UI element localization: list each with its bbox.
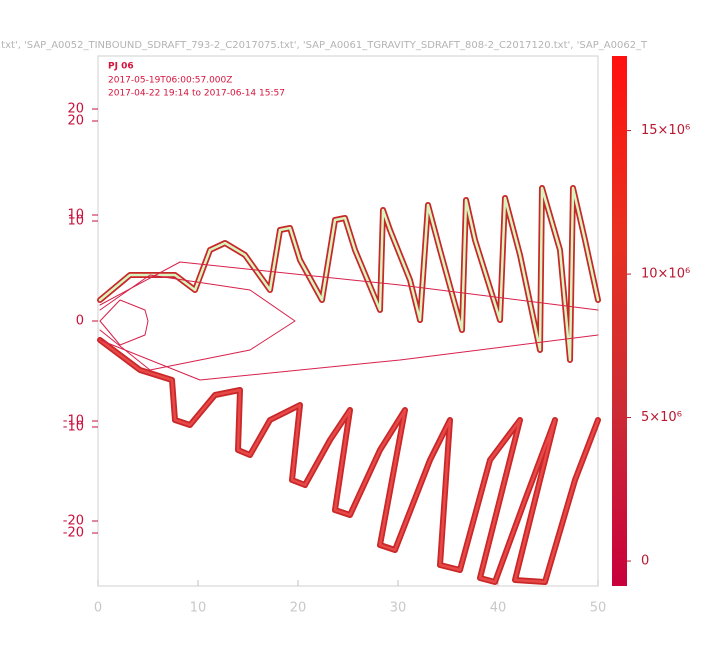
x-tick-label: 0 <box>94 601 102 616</box>
colorbar-tick-label: 5×10⁶ <box>641 410 682 425</box>
x-tick-label: 30 <box>390 601 407 616</box>
y-tick-label: -10 <box>63 414 84 429</box>
colorbar-tick-label: 15×10⁶ <box>641 123 690 138</box>
colorbar-tick-label: 10×10⁶ <box>641 267 690 282</box>
y2-tick-label: 20 <box>67 102 84 117</box>
y-tick-label: 0 <box>76 314 84 329</box>
annotation: PJ 06 <box>108 62 134 72</box>
x-tick-label: 50 <box>590 601 607 616</box>
field-line <box>99 299 149 346</box>
annotation: 2017-05-19T06:00:57.000Z <box>108 76 232 86</box>
y-tick-label: -20 <box>63 514 84 529</box>
field-line <box>98 186 600 362</box>
colorbar <box>612 56 627 586</box>
field-line <box>99 261 599 311</box>
y2-tick-label: -10 <box>63 420 84 435</box>
x-tick-label: 10 <box>190 601 207 616</box>
field-line <box>98 338 600 584</box>
plot-frame <box>97 55 599 587</box>
y2-tick-label: 10 <box>67 208 84 223</box>
colorbar-tick-label: 0 <box>641 554 649 569</box>
x-tick-label: 20 <box>290 601 307 616</box>
y-tick-label: 20 <box>67 114 84 129</box>
field-line <box>99 274 296 371</box>
annotation: 2017-04-22 19:14 to 2017-06-14 15:57 <box>108 89 285 99</box>
field-line <box>99 334 599 381</box>
x-tick-label: 40 <box>490 601 507 616</box>
y-tick-label: 10 <box>67 214 84 229</box>
y2-tick-label: -20 <box>63 526 84 541</box>
chart-title: .txt', 'SAP_A0052_TINBOUND_SDRAFT_793-2_… <box>0 40 648 51</box>
